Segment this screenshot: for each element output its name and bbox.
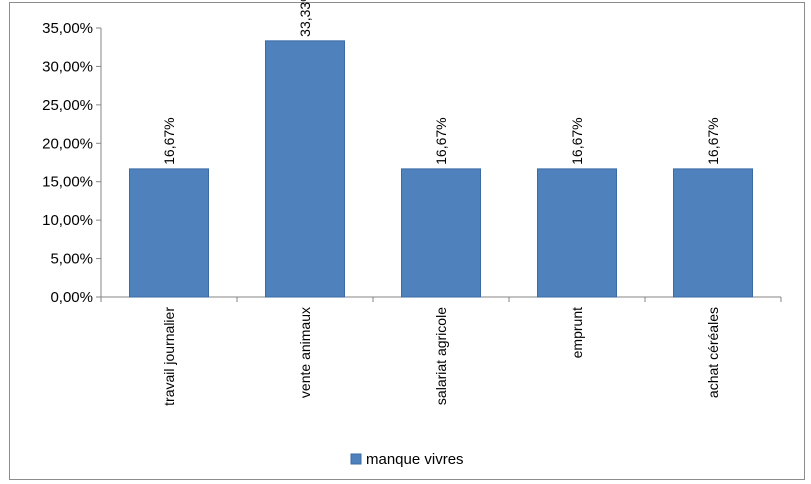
legend[interactable]: manque vivres	[350, 451, 464, 468]
category-label: salariat agricole	[433, 307, 449, 405]
y-axis: 0,00% 5,00% 10,00% 15,00% 20,00% 25,00% 30,00%…	[42, 20, 782, 306]
y-tick-label: 20,00%	[42, 135, 93, 152]
y-tick-label: 30,00%	[42, 58, 93, 75]
data-label: 16,67%	[705, 117, 721, 164]
bar-5[interactable]	[673, 168, 753, 298]
bar-2[interactable]	[265, 40, 345, 298]
data-label: 16,67%	[569, 117, 585, 164]
category-label: achat céréales	[705, 307, 721, 398]
category-label: travail journalier	[161, 307, 177, 406]
bar-4[interactable]	[537, 168, 617, 298]
category-label: vente animaux	[297, 307, 313, 398]
y-tick-label: 35,00%	[42, 20, 93, 37]
data-label: 33,33%	[297, 0, 313, 37]
category-labels: travail journalier vente animaux salariat …	[161, 307, 721, 406]
y-tick-label: 25,00%	[42, 97, 93, 114]
data-label: 16,67%	[161, 117, 177, 164]
y-tick-label: 10,00%	[42, 212, 93, 229]
data-labels: 16,67% 33,33% 16,67% 16,67% 16,67%	[161, 0, 721, 165]
bars	[129, 40, 753, 298]
legend-swatch	[350, 453, 362, 465]
legend-label: manque vivres	[366, 451, 464, 468]
bar-1[interactable]	[129, 168, 209, 298]
data-label: 16,67%	[433, 117, 449, 164]
y-tick-label: 15,00%	[42, 174, 93, 191]
category-label: emprunt	[569, 307, 585, 358]
y-tick-label: 0,00%	[50, 289, 93, 306]
bar-3[interactable]	[401, 168, 481, 298]
y-tick-label: 5,00%	[50, 251, 93, 268]
